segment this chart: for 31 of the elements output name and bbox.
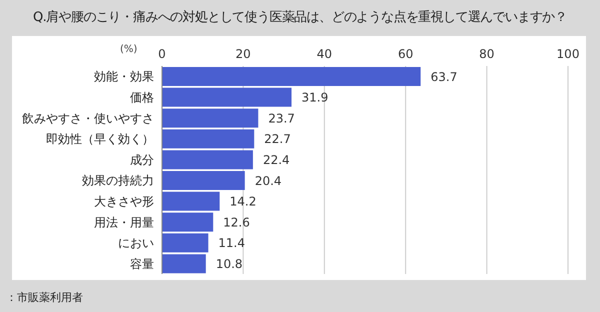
chart-title: Q.肩や腰のこり・痛みへの対処として使う医薬品は、どのような点を重視して選んでいますか？ [32,9,568,26]
data-label: 12.6 [223,215,250,230]
x-tick-label: 40 [316,47,332,61]
bar [162,67,421,86]
x-tick-label: 80 [479,47,494,61]
y-tick-label: 即効性（早く効く） [46,132,154,146]
data-label: 14.2 [230,194,256,209]
y-tick-label: 飲みやすさ・使いやすさ [22,111,154,126]
data-label: 23.7 [268,111,295,126]
bar [162,171,245,190]
y-tick-label: 価格 [130,90,154,104]
y-tick-label: 用法・用量 [94,215,154,230]
text: ：市販薬利用者 [6,290,83,305]
y-tick-label: 成分 [130,152,154,167]
y-tick-label: におい [118,236,154,250]
data-label: 10.8 [216,256,243,271]
data-label: 11.4 [218,236,246,250]
x-tick-label: 20 [236,47,251,61]
y-tick-label: 容量 [130,256,154,271]
x-tick-label: 0 [158,47,166,61]
x-tick-label: 60 [398,47,414,61]
data-label: 22.4 [262,152,290,167]
data-label: 31.9 [302,90,328,105]
y-tick-label: 効能・効果 [94,70,154,84]
data-label: 22.7 [264,132,291,146]
data-label: 20.4 [254,174,282,188]
y-tick-label: 大きさや形 [94,194,154,208]
y-tick-label: 効果の持続力 [82,174,154,188]
data-label: 63.7 [430,70,458,84]
x-axis-title: (%) [120,44,138,55]
x-tick-label: 100 [556,47,580,61]
